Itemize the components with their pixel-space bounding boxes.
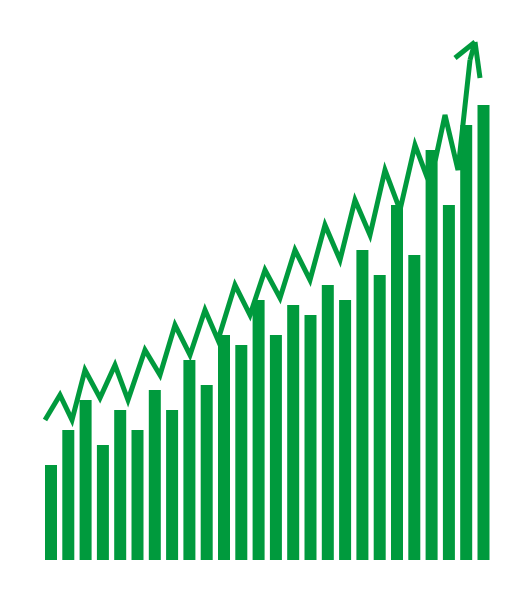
bar <box>253 300 265 560</box>
bar <box>97 445 109 560</box>
bar <box>426 150 438 560</box>
bar <box>80 400 92 560</box>
bar <box>408 255 420 560</box>
bar <box>287 305 299 560</box>
bar <box>201 385 213 560</box>
bar <box>218 335 230 560</box>
bar <box>149 390 161 560</box>
bar <box>443 205 455 560</box>
bar <box>45 465 57 560</box>
bar <box>62 430 74 560</box>
bar <box>183 360 195 560</box>
bar <box>132 430 144 560</box>
bar <box>235 345 247 560</box>
bar <box>322 285 334 560</box>
bar <box>460 125 472 560</box>
bar <box>478 105 490 560</box>
bar <box>339 300 351 560</box>
bar <box>391 205 403 560</box>
bar <box>356 250 368 560</box>
bar <box>305 315 317 560</box>
growth-chart <box>0 0 532 600</box>
bar <box>270 335 282 560</box>
bar <box>166 410 178 560</box>
bar <box>114 410 126 560</box>
chart-canvas <box>0 0 532 600</box>
bar <box>374 275 386 560</box>
